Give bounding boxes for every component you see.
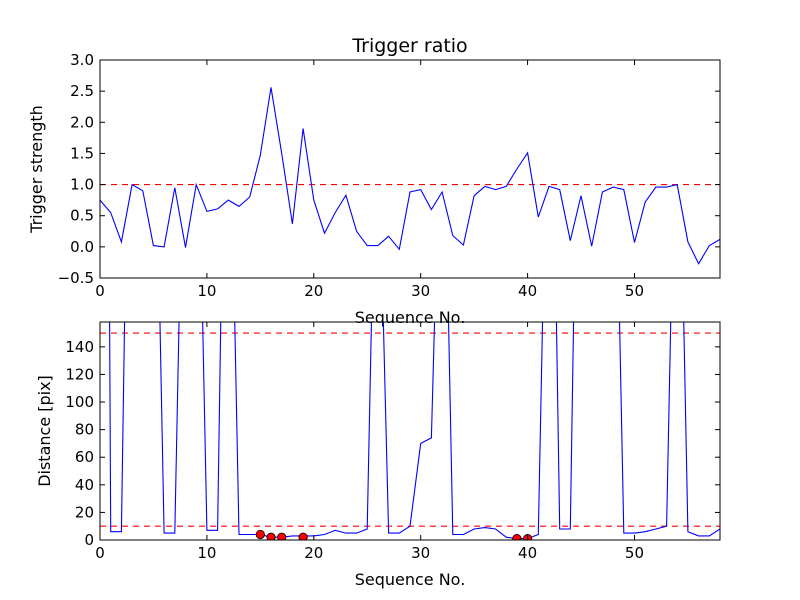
- x-tick-label: 40: [518, 544, 537, 562]
- y-tick-label: 80: [75, 421, 94, 439]
- y-axis-label: Trigger strength: [27, 105, 46, 234]
- y-ticks: −0.5 0.0 0.5 1.0 1.5 2.0 2.5 3.0: [58, 51, 720, 287]
- y-tick-label: 120: [65, 365, 94, 383]
- distance-chart: 0 10 20 30 40 50 0 20 40 60 80 100 120 140 Sequence …: [35, 321, 721, 589]
- y-tick-label: 100: [65, 393, 94, 411]
- data-point: [298, 532, 308, 540]
- x-tick-label: 0: [95, 282, 105, 300]
- data-point: [277, 532, 287, 540]
- x-tick-label: 50: [625, 544, 644, 562]
- plot-frame: [99, 321, 721, 541]
- y-tick-label: 0.0: [70, 238, 94, 256]
- data-point: [512, 534, 522, 540]
- y-axis-label: Distance [pix]: [35, 375, 54, 487]
- x-tick-label: 10: [197, 544, 216, 562]
- series-line: [109, 322, 720, 540]
- y-tick-label: 40: [75, 476, 94, 494]
- series-line: [100, 87, 720, 265]
- y-tick-label: 60: [75, 448, 94, 466]
- x-tick-label: 30: [411, 282, 430, 300]
- x-axis-label: Sequence No.: [355, 570, 466, 589]
- y-tick-label: 2.5: [70, 82, 94, 100]
- y-tick-label: 1.5: [70, 144, 94, 162]
- x-ticks: 0 10 20 30 40 50: [95, 322, 644, 562]
- trigger-ratio-chart: Trigger ratio 0 10 20 30 40 50 −0.5 0.0 0.5 1.0 1…: [27, 35, 721, 327]
- x-tick-label: 50: [625, 282, 644, 300]
- data-point: [266, 532, 276, 540]
- x-tick-label: 20: [304, 282, 323, 300]
- x-ticks: 0 10 20 30 40 50: [95, 60, 644, 300]
- y-tick-label: 3.0: [70, 51, 94, 69]
- series-group: [109, 322, 720, 540]
- y-tick-label: 1.0: [70, 176, 94, 194]
- y-tick-label: 2.0: [70, 113, 94, 131]
- plot-frame: [99, 59, 721, 279]
- y-tick-label: 0.5: [70, 207, 94, 225]
- x-tick-label: 40: [518, 282, 537, 300]
- y-ticks: 0 20 40 60 80 100 120 140: [65, 338, 720, 549]
- chart-title: Trigger ratio: [351, 35, 467, 57]
- y-tick-label: 0: [84, 531, 94, 549]
- x-tick-label: 0: [95, 544, 105, 562]
- y-tick-label: −0.5: [58, 269, 94, 287]
- threshold-lines: [100, 332, 720, 527]
- y-tick-label: 20: [75, 503, 94, 521]
- x-tick-label: 10: [197, 282, 216, 300]
- x-tick-label: 20: [304, 544, 323, 562]
- x-tick-label: 30: [411, 544, 430, 562]
- series-group: [100, 87, 720, 265]
- y-tick-label: 140: [65, 338, 94, 356]
- data-point: [255, 529, 265, 540]
